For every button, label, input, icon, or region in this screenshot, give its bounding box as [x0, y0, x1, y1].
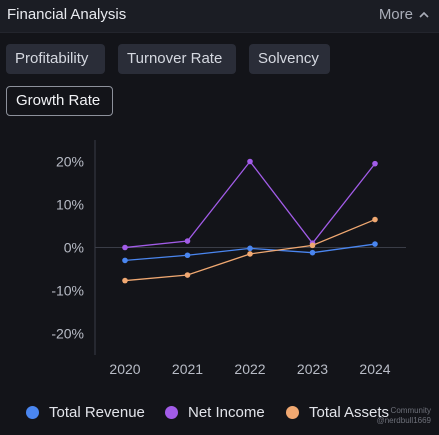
data-point-net-income[interactable] — [247, 158, 253, 165]
chart-legend: Total Revenue Net Income Total Assets — [0, 404, 439, 426]
data-point-total-assets[interactable] — [184, 272, 191, 278]
data-point-total-assets[interactable] — [247, 251, 253, 257]
x-tick-label: 2024 — [359, 361, 390, 377]
legend-item-total-assets[interactable]: Total Assets — [286, 404, 389, 421]
data-point-net-income[interactable] — [184, 238, 191, 244]
data-point-total-revenue[interactable] — [247, 245, 253, 252]
data-point-net-income[interactable] — [122, 244, 128, 251]
x-tick-label: 2020 — [109, 361, 140, 377]
legend-item-total-revenue[interactable]: Total Revenue — [26, 404, 145, 421]
more-button[interactable]: More — [379, 6, 430, 23]
data-point-total-assets[interactable] — [309, 242, 316, 249]
x-tick-label: 2021 — [172, 361, 203, 377]
panel-header: Financial Analysis More — [0, 0, 439, 33]
data-point-net-income[interactable] — [372, 160, 378, 167]
x-tick-label: 2022 — [234, 361, 265, 377]
watermark: Community @nerdbull1669 — [377, 406, 431, 426]
watermark-line2: @nerdbull1669 — [376, 416, 431, 425]
tab-solvency[interactable]: Solvency — [249, 44, 330, 74]
panel-title: Financial Analysis — [7, 6, 127, 23]
growth-rate-line-chart: 20% 10% 0% -10% -20% 2020 2021 2022 2023 2024 — [51, 140, 406, 377]
legend-label-total-revenue: Total Revenue — [49, 404, 145, 421]
data-point-total-revenue[interactable] — [184, 252, 191, 259]
y-tick-label: 0% — [64, 240, 84, 256]
data-point-total-revenue[interactable] — [372, 241, 378, 247]
data-point-total-revenue[interactable] — [122, 257, 128, 264]
watermark-line1: Community — [390, 406, 431, 415]
data-point-total-revenue[interactable] — [309, 249, 316, 256]
tab-growth-rate[interactable]: Growth Rate — [6, 86, 113, 116]
legend-dot-total-assets — [286, 406, 299, 419]
y-tick-label: -10% — [51, 283, 84, 299]
legend-label-net-income: Net Income — [188, 404, 265, 421]
x-tick-label: 2023 — [297, 361, 328, 377]
legend-dot-total-revenue — [26, 406, 39, 419]
y-tick-label: -20% — [51, 326, 84, 342]
data-point-total-assets[interactable] — [372, 216, 378, 223]
legend-item-net-income[interactable]: Net Income — [165, 404, 265, 421]
y-tick-label: 20% — [56, 154, 84, 170]
y-tick-label: 10% — [56, 197, 84, 213]
tab-turnover-rate[interactable]: Turnover Rate — [118, 44, 236, 74]
chevron-up-icon — [419, 11, 429, 18]
legend-label-total-assets: Total Assets — [309, 404, 390, 421]
data-point-total-assets[interactable] — [122, 277, 128, 284]
tab-profitability[interactable]: Profitability — [6, 44, 105, 74]
more-label: More — [378, 6, 413, 23]
legend-dot-net-income — [165, 406, 178, 419]
